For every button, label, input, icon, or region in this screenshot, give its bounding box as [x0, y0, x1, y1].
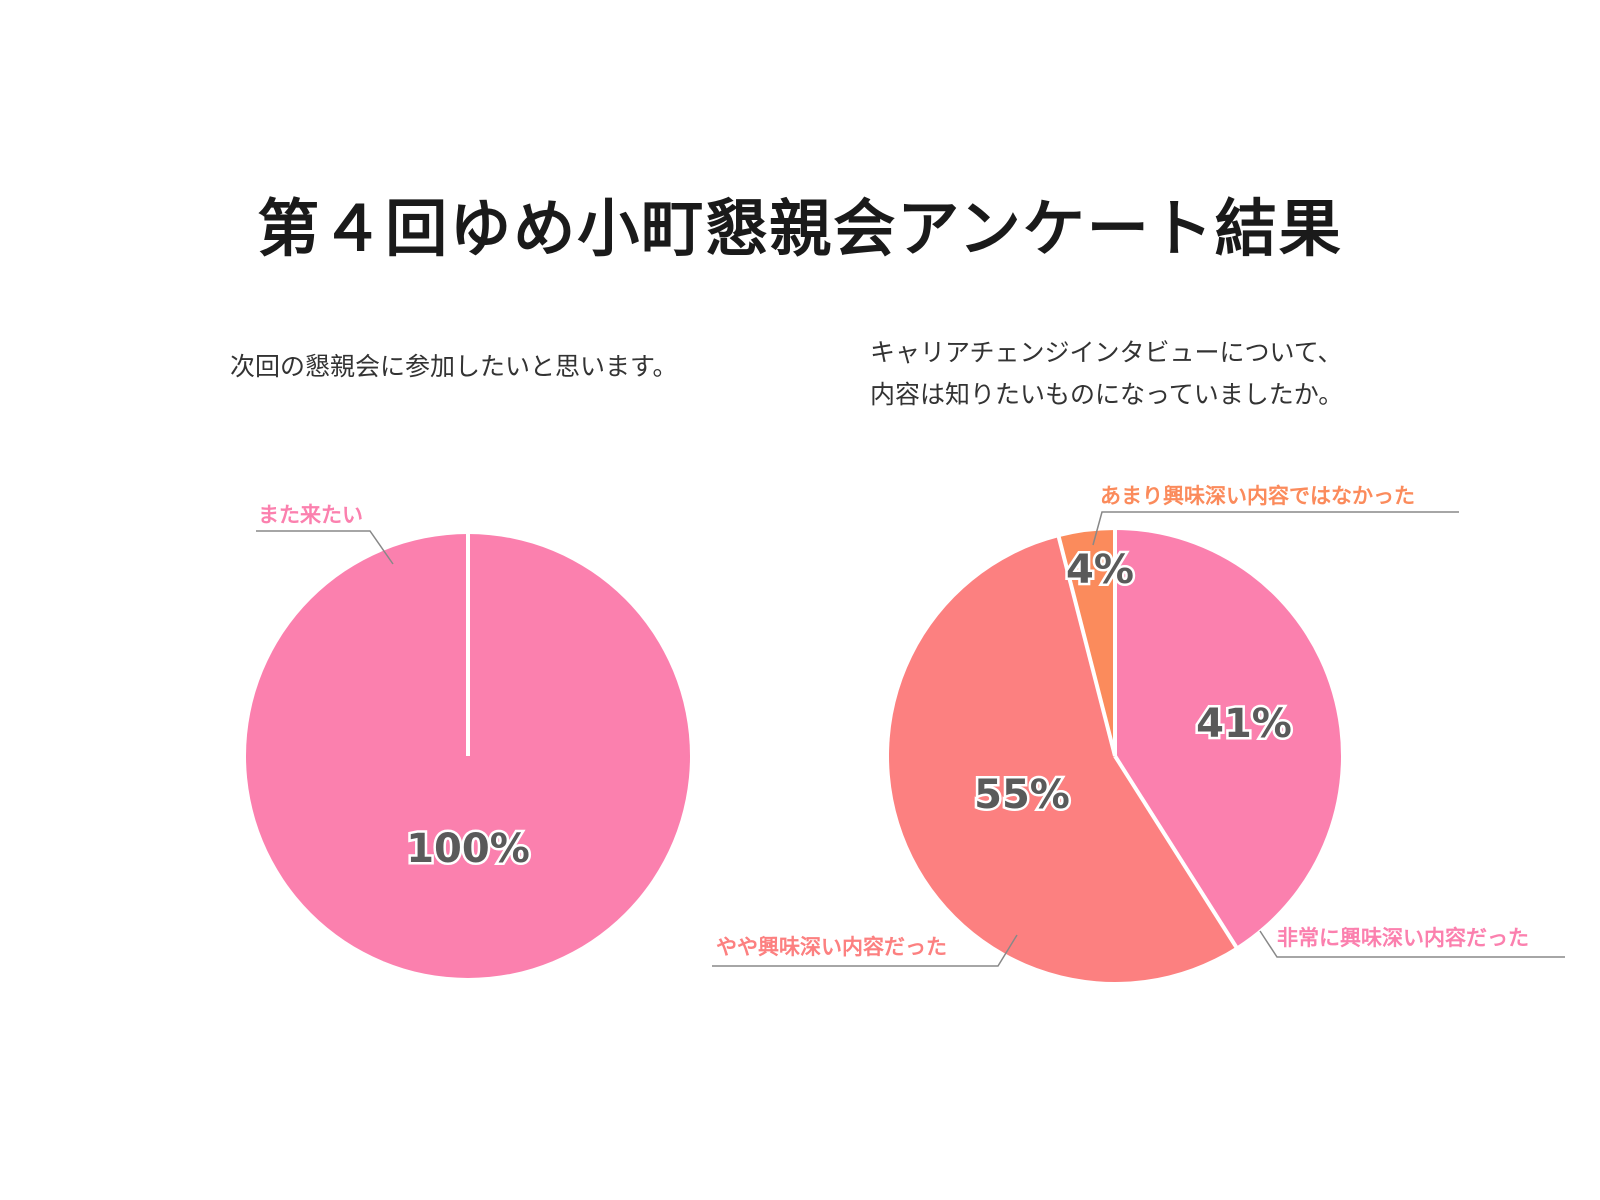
- chart-2-question: キャリアチェンジインタビューについて、 内容は知りたいものになっていましたか。: [870, 332, 1343, 416]
- slice-separator: [1113, 754, 1239, 949]
- pie-slice-label: あまり興味深い内容ではなかった: [1100, 484, 1415, 508]
- callout-leader-line: [1092, 511, 1459, 546]
- pie-slice-label: 非常に興味深い内容だった: [1277, 926, 1529, 950]
- pie-chart-1: 100% また来たい: [246, 503, 690, 978]
- chart-2-question-line-2: 内容は知りたいものになっていましたか。: [870, 380, 1344, 409]
- callout-leader-line: [712, 934, 1018, 967]
- chart-1-question: 次回の懇親会に参加したいと思います。: [230, 352, 678, 381]
- pie-chart-2: 41% 55% 4% 非常に興味深い内容だった やや興味深い内容だった あまり興味深い内容…: [712, 484, 1565, 983]
- pie-percent-label: 4%: [1066, 547, 1134, 593]
- pie-slice: [888, 537, 1237, 983]
- pie-slice-label: やや興味深い内容だった: [716, 935, 947, 959]
- pie-percent-label: 100%: [406, 826, 530, 872]
- callout-leader-line: [1259, 930, 1565, 958]
- pie-percent-label: 55%: [974, 772, 1070, 818]
- page-title: 第４回ゆめ小町懇親会アンケート結果: [257, 192, 1343, 265]
- pie-slice-label: また来たい: [258, 503, 363, 527]
- chart-2-question-line-1: キャリアチェンジインタビューについて、: [870, 338, 1343, 367]
- slice-separator: [1056, 535, 1117, 757]
- pie-percent-label: 41%: [1196, 701, 1292, 747]
- callout-leader-line: [256, 530, 394, 565]
